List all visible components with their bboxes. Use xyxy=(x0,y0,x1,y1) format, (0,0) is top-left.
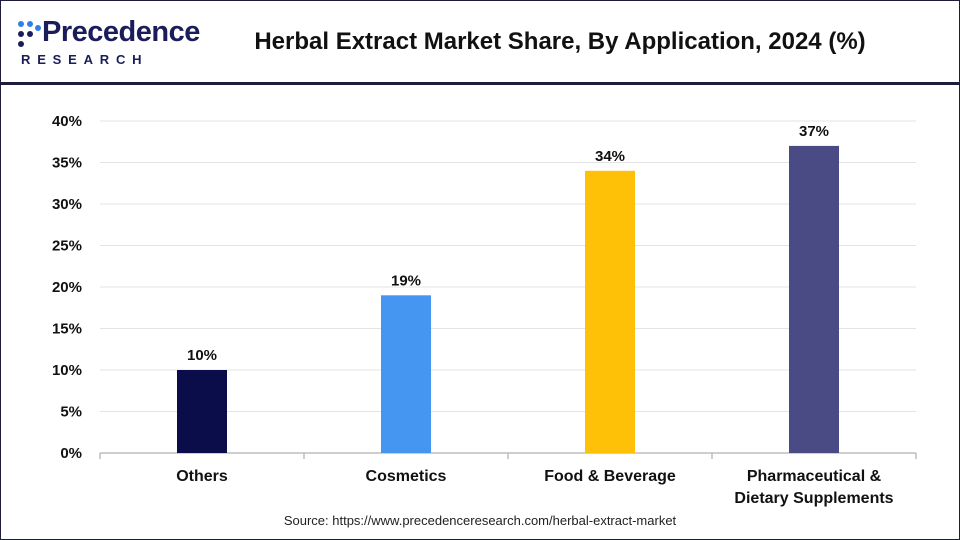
y-tick-label: 5% xyxy=(60,404,82,421)
data-label: 34% xyxy=(595,148,625,165)
x-tick-label: Food & Beverage xyxy=(544,468,676,485)
logo-mark-icon xyxy=(18,21,41,47)
bar xyxy=(789,145,839,453)
logo-wordmark: Precedence xyxy=(42,16,200,48)
source-note: Source: https://www.precedenceresearch.c… xyxy=(283,513,677,528)
header-divider xyxy=(0,82,960,85)
bar xyxy=(177,370,227,453)
bar xyxy=(381,295,431,453)
y-tick-label: 10% xyxy=(52,362,82,379)
y-tick-label: 15% xyxy=(52,321,82,338)
x-tick-label: Others xyxy=(176,468,228,485)
y-tick-label: 30% xyxy=(52,196,82,213)
data-label: 19% xyxy=(391,272,421,289)
bar xyxy=(585,170,635,454)
logo-subtext: RESEARCH xyxy=(21,52,149,67)
y-tick-label: 35% xyxy=(52,155,82,172)
y-tick-label: 0% xyxy=(60,445,82,462)
x-tick-label: Cosmetics xyxy=(366,468,447,485)
y-tick-label: 40% xyxy=(52,113,82,130)
data-label: 37% xyxy=(799,123,829,140)
y-tick-label: 20% xyxy=(52,279,82,296)
y-tick-label: 25% xyxy=(52,238,82,255)
data-label: 10% xyxy=(187,347,217,364)
bar-chart: 0% 5% 10% 15% 20% 25% 30% 35% 40% 10% Others 19% Cos… xyxy=(52,113,917,507)
chart-title: Herbal Extract Market Share, By Applicat… xyxy=(254,28,866,55)
brand-logo: Precedence RESEARCH xyxy=(16,14,200,67)
x-tick-label: Pharmaceutical & Dietary Supplements xyxy=(734,468,893,507)
header: Precedence RESEARCH Herbal Extract Marke… xyxy=(0,0,960,82)
